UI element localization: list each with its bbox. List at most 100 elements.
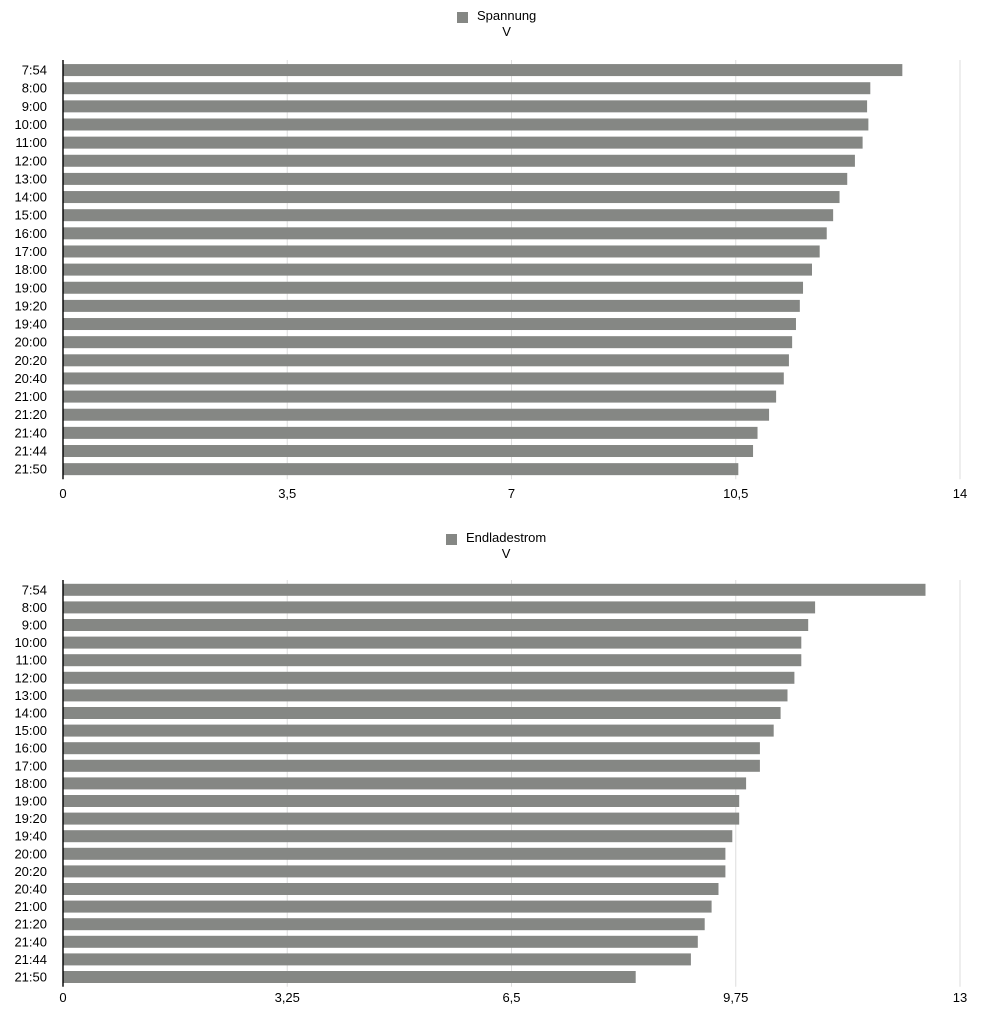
category-label: 9:00 bbox=[22, 99, 47, 114]
legend-series-name: Endladestrom bbox=[466, 530, 547, 545]
category-label: 15:00 bbox=[14, 208, 47, 223]
bar bbox=[63, 724, 774, 737]
bar bbox=[63, 154, 855, 167]
bar bbox=[63, 445, 754, 458]
category-label: 12:00 bbox=[14, 153, 47, 168]
legend-series-name: Spannung bbox=[477, 8, 537, 23]
bar bbox=[63, 847, 726, 860]
bar bbox=[63, 463, 739, 476]
category-label: 18:00 bbox=[14, 262, 47, 277]
endladestrom-plot: 7:54 8:00 9:00 10:00 11:00 12:00 13:00 14:00 15:… bbox=[14, 580, 967, 1005]
spannung-chart: Spannung V 7:54 8:00 9:00 10:00 11:00 12:00 13… bbox=[14, 8, 967, 501]
endladestrom-legend: Endladestrom V bbox=[446, 530, 546, 562]
category-label: 19:00 bbox=[14, 794, 47, 809]
bar bbox=[63, 299, 800, 312]
category-label: 20:40 bbox=[14, 882, 47, 897]
category-label: 21:44 bbox=[14, 952, 47, 967]
category-label: 7:54 bbox=[22, 582, 47, 597]
category-label: 16:00 bbox=[14, 226, 47, 241]
x-tick-label: 3,25 bbox=[275, 990, 300, 1005]
bar bbox=[63, 245, 820, 258]
bar bbox=[63, 654, 802, 667]
x-tick-label: 0 bbox=[59, 990, 66, 1005]
category-label: 17:00 bbox=[14, 244, 47, 259]
category-label: 11:00 bbox=[15, 135, 47, 150]
bar bbox=[63, 689, 788, 702]
category-label: 19:40 bbox=[14, 829, 47, 844]
category-label: 20:20 bbox=[14, 864, 47, 879]
x-tick-label: 13 bbox=[953, 990, 967, 1005]
bar bbox=[63, 100, 868, 113]
category-label: 8:00 bbox=[22, 600, 47, 615]
category-label: 11:00 bbox=[15, 653, 47, 668]
bar bbox=[63, 777, 747, 790]
category-label: 13:00 bbox=[14, 171, 47, 186]
category-label: 14:00 bbox=[14, 190, 47, 205]
category-label: 19:20 bbox=[14, 298, 47, 313]
x-tick-label: 9,75 bbox=[723, 990, 748, 1005]
category-label: 17:00 bbox=[14, 758, 47, 773]
bar bbox=[63, 795, 740, 807]
bar bbox=[63, 883, 719, 895]
x-tick-label: 6,5 bbox=[502, 990, 520, 1005]
category-label: 20:40 bbox=[14, 371, 47, 386]
bar bbox=[63, 281, 804, 294]
category-label: 20:00 bbox=[14, 846, 47, 861]
category-label: 19:00 bbox=[14, 280, 47, 295]
bar bbox=[63, 671, 795, 684]
category-label: 21:00 bbox=[14, 389, 47, 404]
bar bbox=[63, 372, 784, 385]
category-label: 21:20 bbox=[14, 407, 47, 422]
bar bbox=[63, 918, 705, 931]
bar bbox=[63, 426, 758, 439]
bar bbox=[63, 601, 816, 614]
legend-label: Spannung V bbox=[477, 8, 536, 40]
bar bbox=[63, 318, 796, 331]
bar bbox=[63, 408, 770, 421]
spannung-legend: Spannung V bbox=[457, 8, 536, 40]
category-label: 20:00 bbox=[14, 335, 47, 350]
category-label: 10:00 bbox=[14, 635, 47, 650]
bar bbox=[63, 390, 777, 403]
bar bbox=[63, 900, 712, 913]
bar bbox=[63, 136, 863, 149]
legend-series-unit: V bbox=[502, 24, 511, 39]
category-label: 8:00 bbox=[22, 81, 47, 96]
category-label: 16:00 bbox=[14, 741, 47, 756]
category-label: 20:20 bbox=[14, 353, 47, 368]
bar bbox=[63, 209, 834, 222]
bar bbox=[63, 191, 840, 204]
bar bbox=[63, 935, 698, 948]
category-label: 13:00 bbox=[14, 688, 47, 703]
bar bbox=[63, 742, 760, 755]
bar bbox=[63, 64, 903, 77]
bar bbox=[63, 707, 781, 719]
bar bbox=[63, 812, 740, 825]
legend-swatch bbox=[457, 12, 468, 23]
category-label: 12:00 bbox=[14, 670, 47, 685]
x-tick-label: 0 bbox=[59, 486, 66, 501]
legend-swatch bbox=[446, 534, 457, 545]
bar bbox=[63, 227, 827, 240]
category-label: 21:40 bbox=[14, 934, 47, 949]
category-label: 21:44 bbox=[14, 444, 47, 459]
legend-series-unit: V bbox=[501, 546, 511, 561]
category-label: 21:20 bbox=[14, 917, 47, 932]
bar bbox=[63, 336, 793, 349]
spannung-plot: 7:54 8:00 9:00 10:00 11:00 12:00 13:00 14:00 15:… bbox=[14, 60, 967, 501]
bar bbox=[63, 636, 802, 649]
category-label: 14:00 bbox=[14, 706, 47, 721]
bar bbox=[63, 953, 691, 966]
x-tick-label: 10,5 bbox=[723, 486, 748, 501]
legend-label: Endladestrom V bbox=[466, 530, 546, 562]
category-label: 9:00 bbox=[22, 618, 47, 633]
category-label: 18:00 bbox=[14, 776, 47, 791]
bar bbox=[63, 619, 809, 631]
category-label: 21:00 bbox=[14, 899, 47, 914]
category-label: 10:00 bbox=[14, 117, 47, 132]
category-label: 19:40 bbox=[14, 317, 47, 332]
bar bbox=[63, 118, 869, 131]
bar bbox=[63, 865, 726, 878]
category-label: 21:40 bbox=[14, 425, 47, 440]
x-tick-label: 14 bbox=[953, 486, 967, 501]
